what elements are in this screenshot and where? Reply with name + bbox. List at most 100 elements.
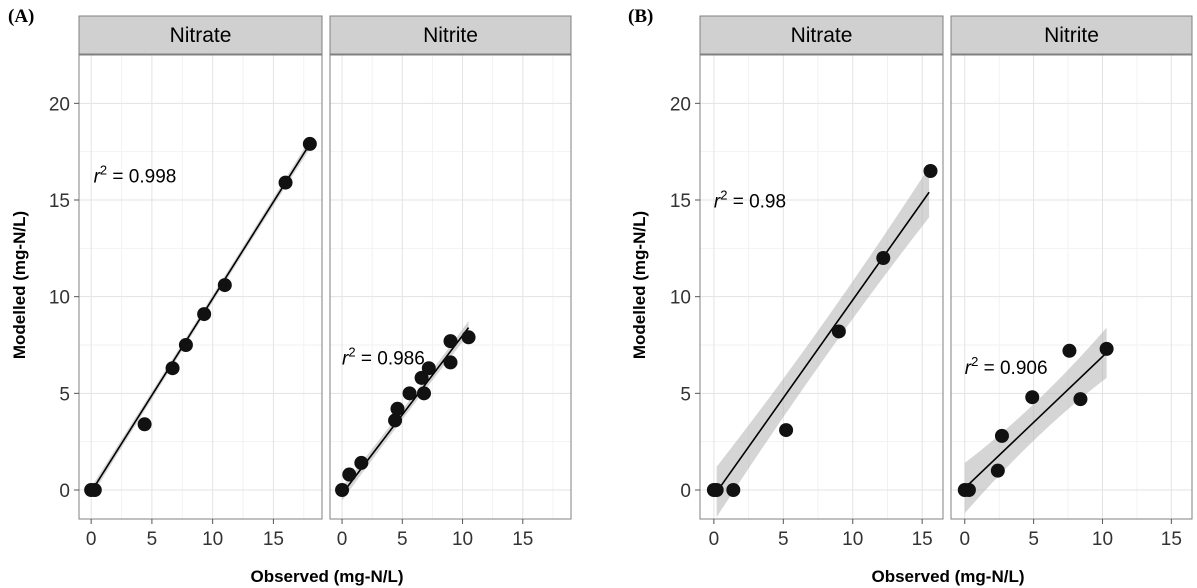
panel-b-tag: (B) <box>628 6 653 27</box>
data-point <box>1073 392 1088 407</box>
panel-a-y-axis-title: Modelled (mg-N/L) <box>10 211 29 359</box>
y-tick-label: 15 <box>49 191 70 212</box>
panel-a-nitrite-facet: Nitrite 0 5 10 15 r2 = 0.986 <box>329 15 572 550</box>
r-squared-superscript: 2 <box>348 344 355 359</box>
y-tick-label: 5 <box>59 384 70 405</box>
data-point <box>990 463 1005 478</box>
facet-strip-label: Nitrite <box>423 24 478 47</box>
data-point <box>354 455 369 470</box>
panel-a-x-axis-title: Observed (mg-N/L) <box>250 567 403 586</box>
plot-border <box>78 54 323 520</box>
data-point <box>217 278 232 293</box>
data-point <box>302 136 317 151</box>
x-tick-label: 0 <box>86 529 97 550</box>
data-point <box>831 324 846 339</box>
r-squared-value: = 0.98 <box>727 192 786 213</box>
y-tick-label: 0 <box>680 481 691 502</box>
panel-b-y-axis-title: Modelled (mg-N/L) <box>630 211 649 359</box>
data-point <box>923 164 938 178</box>
y-tick-label: 10 <box>49 288 70 309</box>
r-squared-symbol: r <box>965 358 972 379</box>
x-tick-label: 5 <box>1028 529 1039 550</box>
data-point <box>390 401 405 416</box>
data-point <box>414 370 429 385</box>
r-squared-value: = 0.998 <box>107 167 176 188</box>
data-point <box>1099 341 1114 356</box>
data-point <box>342 467 357 482</box>
r-squared-superscript: 2 <box>720 188 727 203</box>
r-squared-symbol: r <box>714 192 721 213</box>
facet-strip-label: Nitrite <box>1044 24 1099 47</box>
data-point <box>443 355 458 370</box>
data-point <box>87 483 102 497</box>
y-tick-label: 0 <box>59 481 70 502</box>
panel-a: (A) Modelled (mg-N/L) Observed (mg-N/L) … <box>8 6 572 586</box>
data-point <box>961 483 976 497</box>
x-tick-label: 10 <box>202 529 223 550</box>
r-squared-value: = 0.906 <box>978 358 1047 379</box>
panel-a-nitrate-facet: Nitrate 0 5 10 15 0 5 10 15 20 r2 = 0.998 <box>49 15 323 550</box>
data-point <box>1025 390 1040 405</box>
regression-line <box>964 352 1108 489</box>
data-point <box>1062 343 1077 358</box>
plot-border <box>950 54 1193 520</box>
data-point <box>178 338 193 352</box>
data-point <box>416 386 431 401</box>
x-tick-label: 5 <box>147 529 158 550</box>
r-squared-superscript: 2 <box>100 163 107 178</box>
y-tick-label: 20 <box>49 94 70 115</box>
facet-strip <box>329 15 572 55</box>
data-point <box>165 361 180 376</box>
x-tick-label: 10 <box>1092 529 1113 550</box>
panel-b-x-axis-title: Observed (mg-N/L) <box>871 567 1024 586</box>
y-tick-label: 20 <box>670 94 691 115</box>
data-point <box>461 330 476 345</box>
y-tick-label: 10 <box>670 288 691 309</box>
x-tick-label: 10 <box>452 529 473 550</box>
y-tick-label: 15 <box>670 191 691 212</box>
x-tick-label: 0 <box>709 529 720 550</box>
x-tick-label: 15 <box>1161 529 1182 550</box>
regression-line <box>716 191 930 493</box>
facet-strip <box>699 15 944 55</box>
r-squared-annotation: r2 = 0.998 <box>94 163 177 188</box>
data-point <box>443 334 458 349</box>
r-squared-annotation: r2 = 0.98 <box>714 188 786 213</box>
plot-background <box>330 55 571 519</box>
x-tick-label: 0 <box>337 529 348 550</box>
facet-strip <box>78 15 323 55</box>
plot-border <box>699 54 944 520</box>
panel-b: (B) Modelled (mg-N/L) Observed (mg-N/L) … <box>628 6 1193 586</box>
r-squared-symbol: r <box>94 167 101 188</box>
data-point <box>197 307 212 322</box>
panel-b-nitrite-facet: Nitrite 0 5 10 15 r2 = 0.906 <box>950 15 1193 550</box>
r-squared-annotation: r2 = 0.986 <box>342 344 425 369</box>
data-point <box>335 483 350 497</box>
panel-b-nitrate-facet: Nitrate 0 5 10 15 0 5 10 15 20 r2 = 0.98 <box>670 15 944 550</box>
data-point <box>388 413 403 428</box>
r-squared-value: = 0.986 <box>356 348 425 369</box>
x-tick-label: 0 <box>959 529 970 550</box>
facet-strip-label: Nitrate <box>170 24 232 47</box>
data-point <box>421 361 436 376</box>
r-squared-symbol: r <box>342 348 349 369</box>
y-tick-label: 5 <box>680 384 691 405</box>
data-point <box>709 483 724 497</box>
r-squared-superscript: 2 <box>971 354 978 369</box>
data-point <box>876 251 891 265</box>
x-tick-label: 5 <box>397 529 408 550</box>
data-point <box>137 417 152 432</box>
facet-strip <box>950 15 1193 55</box>
x-tick-label: 15 <box>263 529 284 550</box>
plot-border <box>329 54 572 520</box>
data-point <box>726 483 741 497</box>
x-tick-label: 10 <box>842 529 863 550</box>
panel-a-tag: (A) <box>8 6 34 27</box>
x-tick-label: 15 <box>912 529 933 550</box>
facet-strip-label: Nitrate <box>791 24 853 47</box>
x-tick-label: 15 <box>512 529 533 550</box>
x-tick-label: 5 <box>778 529 789 550</box>
data-point <box>779 423 794 438</box>
data-point <box>994 428 1009 443</box>
